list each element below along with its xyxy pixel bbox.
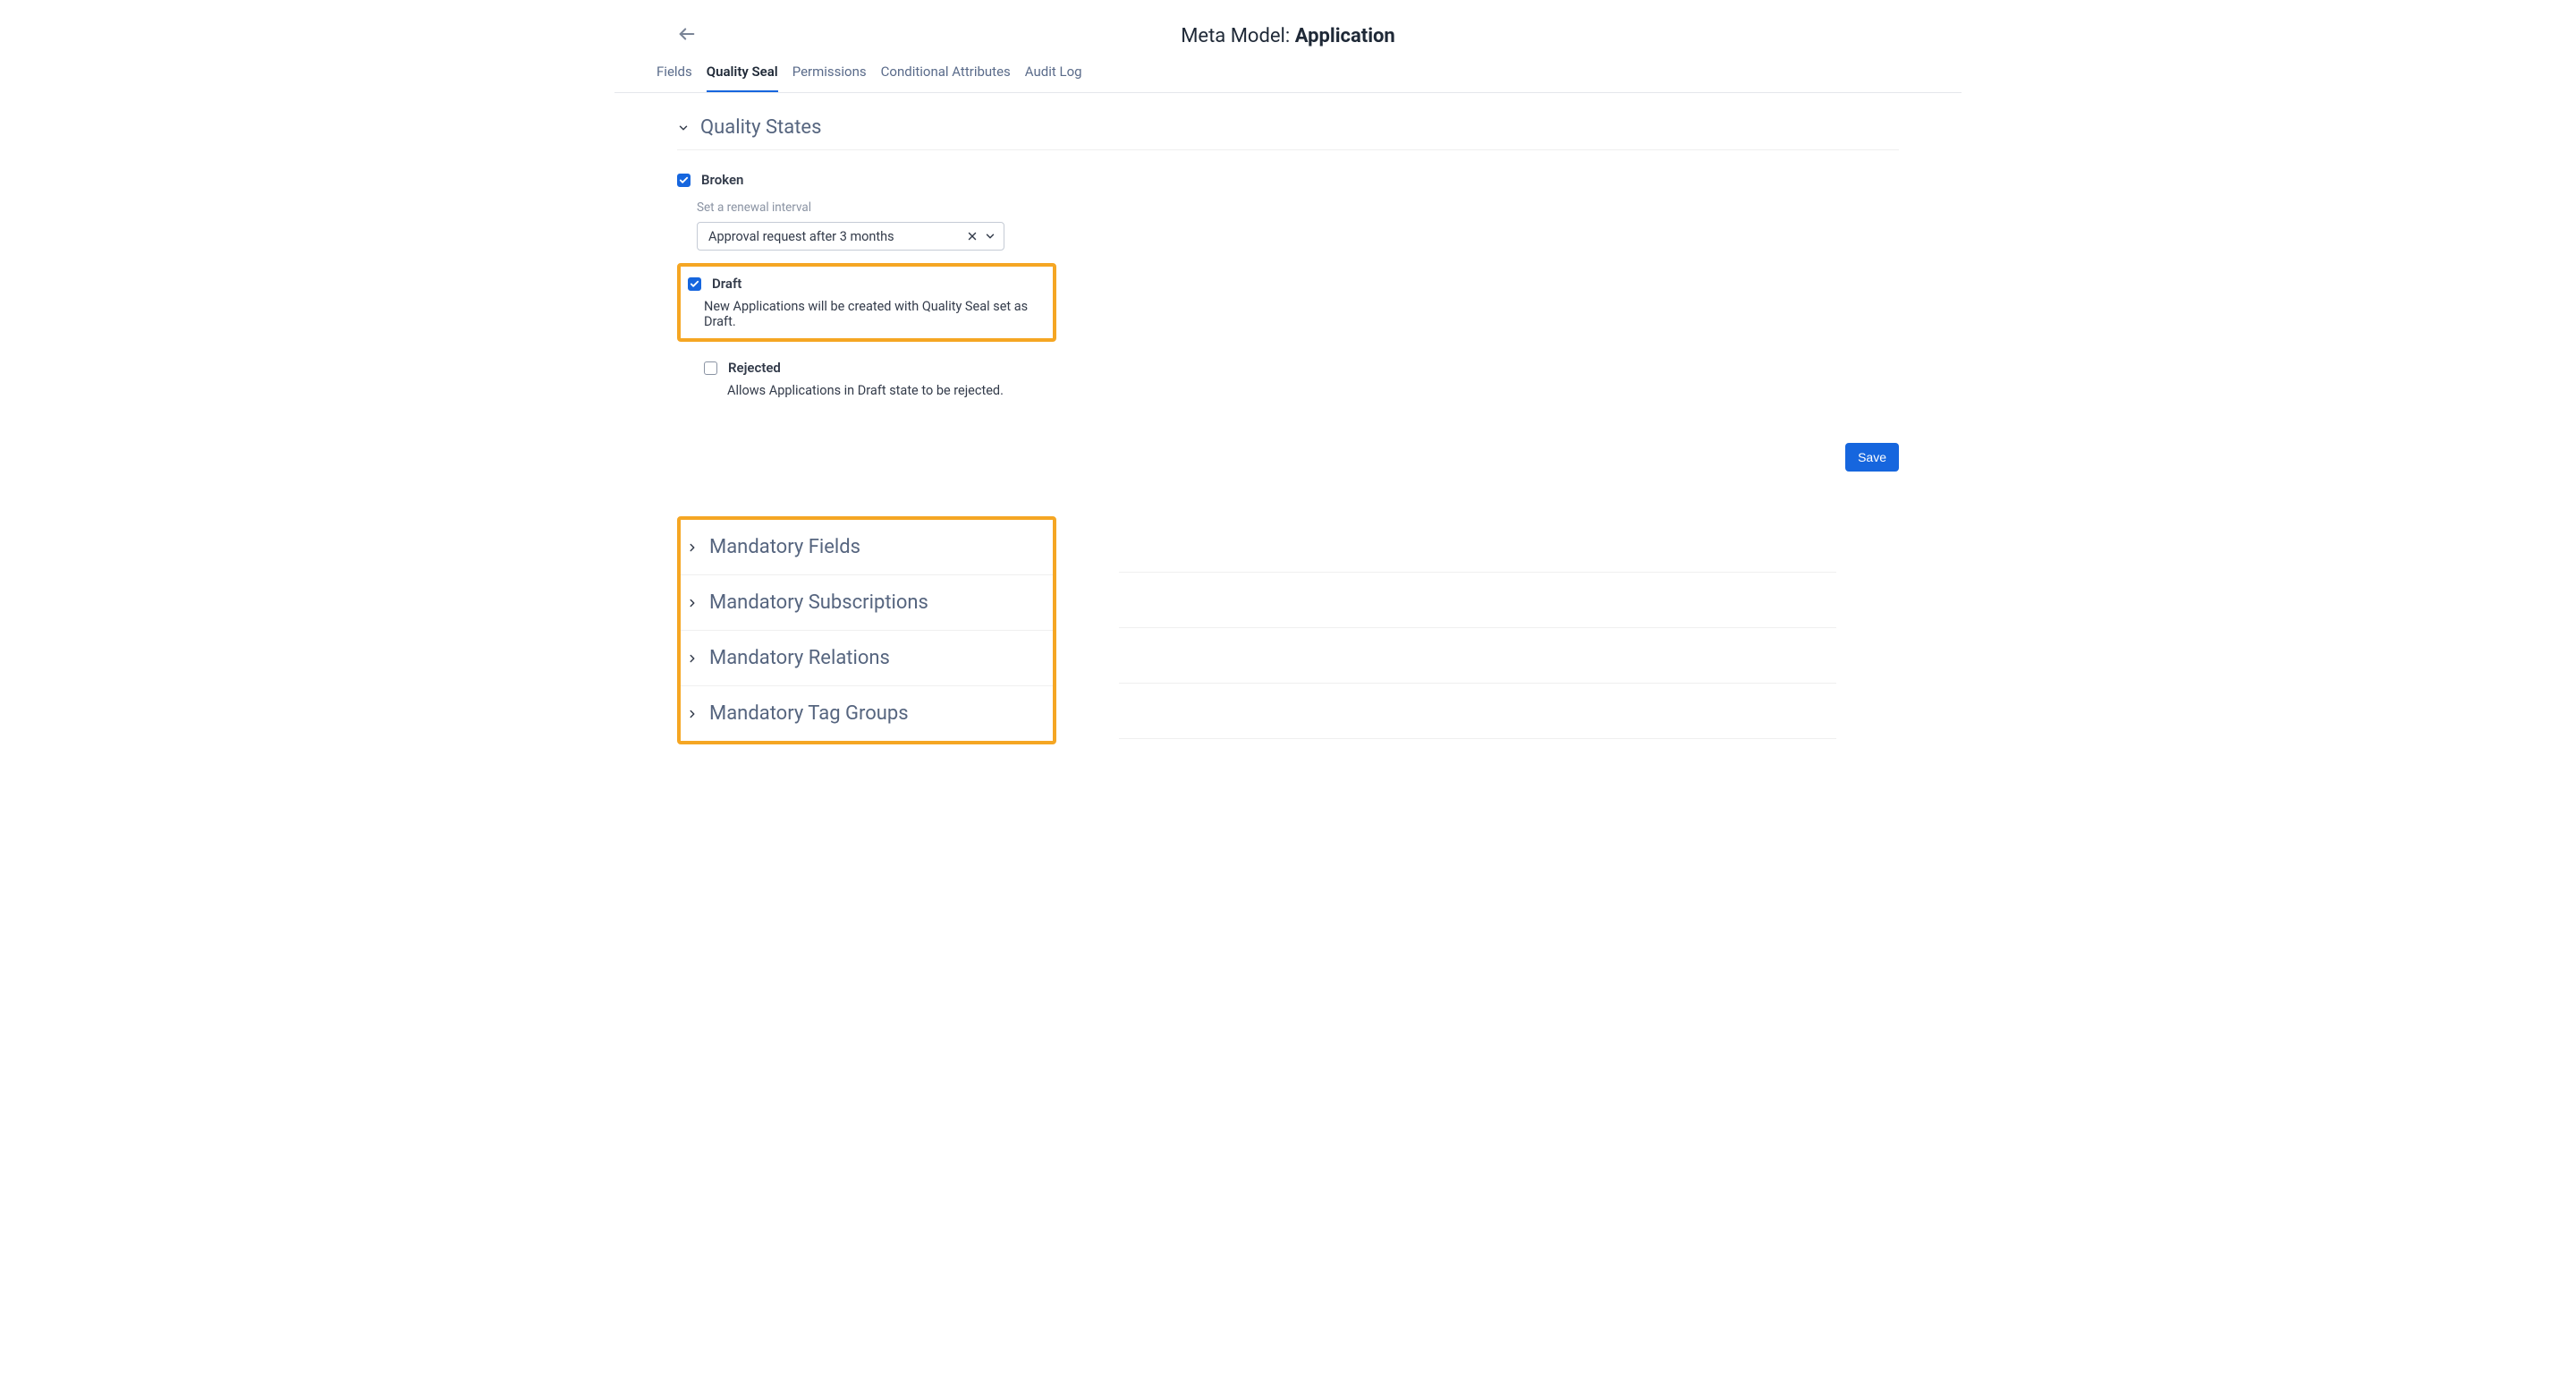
section-mandatory-subscriptions[interactable]: Mandatory Subscriptions [681, 575, 1053, 631]
highlight-mandatory-sections: Mandatory Fields Mandatory Subscriptions… [677, 516, 1056, 744]
chevron-right-icon [686, 652, 699, 665]
section-mandatory-fields[interactable]: Mandatory Fields [681, 520, 1053, 575]
chevron-right-icon [686, 597, 699, 609]
tab-quality-seal[interactable]: Quality Seal [707, 64, 778, 92]
state-broken: Broken Set a renewal interval Approval r… [677, 150, 1899, 251]
state-broken-label: Broken [701, 172, 743, 188]
state-rejected-label: Rejected [728, 360, 781, 376]
section-quality-states[interactable]: Quality States [677, 107, 1899, 150]
state-draft-description: New Applications will be created with Qu… [684, 292, 1042, 329]
section-title: Mandatory Tag Groups [709, 702, 909, 725]
checkbox-rejected[interactable] [704, 361, 717, 375]
tab-permissions[interactable]: Permissions [792, 64, 867, 92]
page-title-prefix: Meta Model: [1181, 25, 1294, 47]
checkbox-broken[interactable] [677, 174, 691, 187]
page-title-bold: Application [1295, 25, 1395, 47]
tab-fields[interactable]: Fields [657, 64, 692, 92]
divider [1119, 683, 1836, 684]
state-rejected: Rejected Allows Applications in Draft st… [677, 342, 1899, 398]
save-row: Save [677, 398, 1899, 507]
section-title: Quality States [700, 116, 821, 139]
section-title: Mandatory Relations [709, 647, 890, 669]
checkbox-draft[interactable] [688, 277, 701, 291]
divider [1119, 572, 1836, 573]
state-broken-hint: Set a renewal interval [677, 188, 1899, 222]
tabs: Fields Quality Seal Permissions Conditio… [614, 47, 1962, 93]
divider [1119, 738, 1836, 739]
state-rejected-description: Allows Applications in Draft state to be… [704, 376, 1899, 398]
chevron-right-icon [686, 708, 699, 720]
highlight-draft: Draft New Applications will be created w… [677, 263, 1056, 342]
section-mandatory-relations[interactable]: Mandatory Relations [681, 631, 1053, 686]
section-mandatory-tag-groups[interactable]: Mandatory Tag Groups [681, 686, 1053, 741]
section-title: Mandatory Fields [709, 536, 860, 558]
divider [1119, 627, 1836, 628]
page-title: Meta Model: Application [614, 0, 1962, 47]
content: Quality States Broken Set a renewal inte… [614, 93, 1962, 780]
save-button[interactable]: Save [1845, 443, 1899, 472]
chevron-right-icon [686, 541, 699, 554]
renewal-interval-value: Approval request after 3 months [708, 229, 961, 244]
back-button[interactable] [677, 24, 697, 44]
section-title: Mandatory Subscriptions [709, 591, 928, 614]
chevron-down-icon [677, 122, 690, 134]
chevron-down-icon [984, 230, 996, 242]
tab-conditional-attributes[interactable]: Conditional Attributes [881, 64, 1011, 92]
state-draft-label: Draft [712, 276, 741, 292]
renewal-interval-select[interactable]: Approval request after 3 months [697, 222, 1004, 251]
tab-audit-log[interactable]: Audit Log [1025, 64, 1082, 92]
clear-icon[interactable] [966, 230, 979, 242]
